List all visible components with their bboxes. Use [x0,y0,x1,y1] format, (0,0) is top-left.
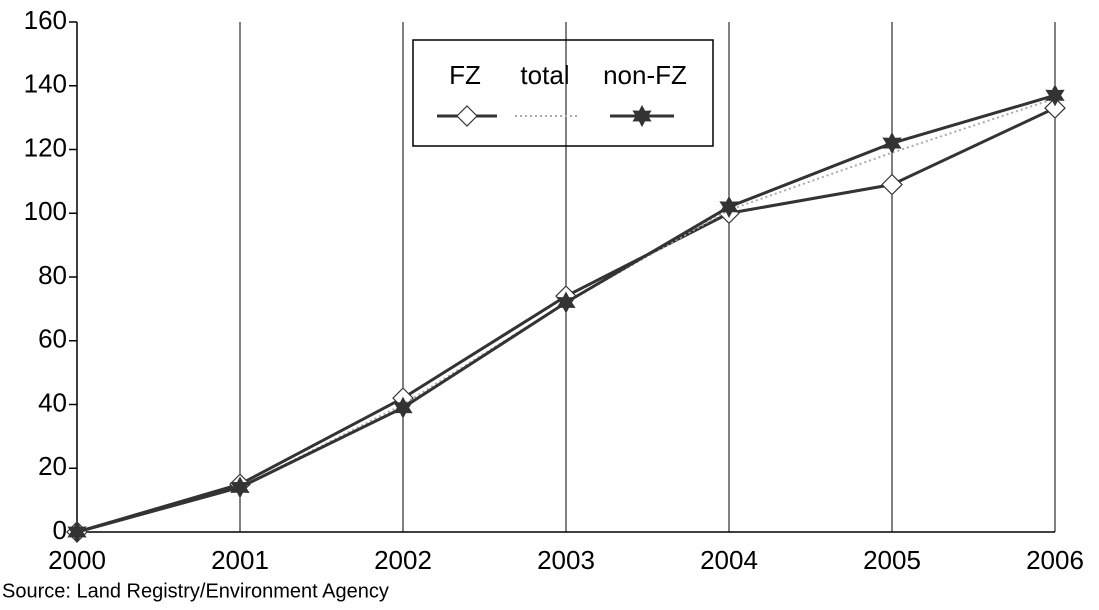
y-tick-label: 20 [38,451,67,481]
diamond-marker [1044,97,1066,119]
star-marker [632,104,652,128]
x-tick-label: 2000 [48,545,106,575]
x-tick-label: 2001 [211,545,269,575]
y-tick-label: 140 [24,69,67,99]
y-tick-label: 160 [24,5,67,35]
x-tick-label: 2004 [700,545,758,575]
legend-label: FZ [449,60,481,90]
legend-label: non-FZ [603,60,687,90]
star-marker [1045,84,1065,107]
y-tick-label: 80 [38,260,67,290]
x-tick-label: 2002 [374,545,432,575]
star-marker [882,132,902,155]
x-tick-label: 2006 [1026,545,1084,575]
y-tick-label: 40 [38,387,67,417]
star-marker [719,195,739,218]
y-tick-label: 120 [24,132,67,162]
star-marker [67,520,87,544]
diamond-marker [456,105,478,127]
star-marker [556,291,576,314]
legend-box [412,39,714,147]
legend-label: total [520,60,569,90]
y-tick-label: 60 [38,324,67,354]
diamond-marker [881,173,903,196]
source-note: Source: Land Registry/Environment Agency [2,580,389,602]
x-tick-label: 2005 [863,545,921,575]
x-tick-label: 2003 [537,545,595,575]
y-tick-label: 100 [24,196,67,226]
star-marker [230,476,250,499]
star-marker [393,396,413,419]
y-tick-label: 0 [53,515,67,545]
